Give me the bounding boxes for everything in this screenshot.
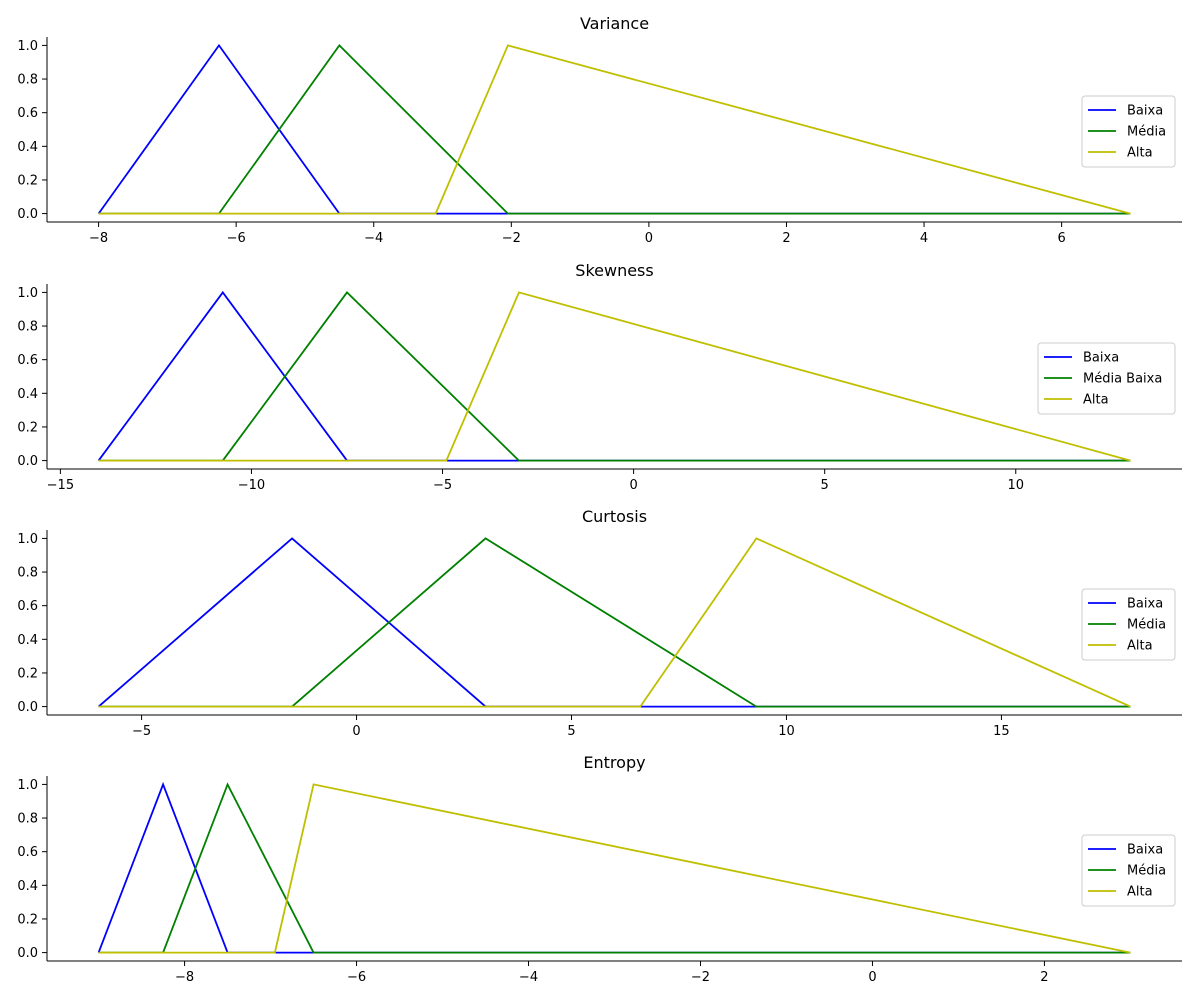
- y-tick-label: 0.0: [17, 700, 38, 715]
- y-tick-label: 0.0: [17, 454, 38, 469]
- y-tick-label: 0.6: [17, 845, 38, 860]
- y-tick-label: 0.2: [17, 420, 38, 435]
- legend-label: Baixa: [1127, 843, 1163, 858]
- y-tick-label: 0.6: [17, 106, 38, 121]
- series-line-baixa: [97, 43, 1131, 215]
- legend-label: Alta: [1127, 885, 1153, 900]
- x-tick-label: −6: [347, 970, 366, 985]
- x-tick-label: −8: [175, 970, 194, 985]
- series-line-alta: [98, 291, 1131, 462]
- legend: Baixa Média Alta: [1081, 588, 1176, 661]
- legend: Baixa Média Baixa Alta: [1037, 342, 1176, 415]
- y-tick-label: 0.0: [17, 207, 38, 222]
- legend-label: Alta: [1127, 639, 1153, 654]
- subplot-skewness: Skewness −15 −10 −5 0 5 10 0.0 0.2 0.4 0.6 0.8 1.0 Ba…: [17, 261, 1182, 493]
- y-tick-label: 0.8: [17, 566, 38, 581]
- legend-label: Baixa: [1083, 351, 1119, 366]
- y-tick-label: 1.0: [17, 286, 38, 301]
- x-tick-label: 4: [920, 231, 928, 246]
- y-tick-label: 0.6: [17, 599, 38, 614]
- legend-frame: [1081, 588, 1176, 661]
- y-tick-label: 0.8: [17, 812, 38, 827]
- y-tick-label: 0.2: [17, 912, 38, 927]
- y-tick-label: 0.2: [17, 666, 38, 681]
- series-line-alta: [98, 537, 1131, 708]
- subplot-entropy: Entropy −8 −6 −4 −2 0 2 0.0 0.2 0.4 0.6 0.8 1.0 Baixa…: [17, 753, 1182, 985]
- chart-title: Variance: [580, 14, 649, 33]
- x-tick-label: 5: [567, 724, 575, 739]
- x-tick-label: −10: [238, 478, 265, 493]
- y-tick-label: 0.4: [17, 387, 38, 402]
- legend-label: Alta: [1127, 146, 1153, 161]
- series-line-média-baixa: [98, 291, 1131, 462]
- x-tick-label: −4: [519, 970, 538, 985]
- legend-label: Média: [1127, 125, 1166, 140]
- chart-title: Curtosis: [582, 507, 647, 526]
- series-line-alta: [98, 783, 1131, 954]
- x-tick-label: 0: [352, 724, 360, 739]
- x-tick-label: 0: [645, 231, 653, 246]
- y-tick-label: 0.8: [17, 320, 38, 335]
- legend: Baixa Média Alta: [1081, 95, 1176, 168]
- y-tick-label: 1.0: [17, 532, 38, 547]
- x-tick-label: 15: [993, 724, 1010, 739]
- y-tick-label: 1.0: [17, 778, 38, 793]
- legend-label: Média: [1127, 864, 1166, 879]
- legend-label: Baixa: [1127, 597, 1163, 612]
- x-tick-label: −2: [502, 231, 521, 246]
- y-tick-label: 0.4: [17, 140, 38, 155]
- subplot-variance: Variance −8 −6 −4 −2 0 2 4 6 0.0 0.2 0.4 0.6 0.8 1.0 Ba…: [17, 14, 1182, 246]
- legend-label: Média: [1127, 618, 1166, 633]
- x-tick-label: −2: [691, 970, 710, 985]
- y-tick-label: 0.4: [17, 633, 38, 648]
- series-line-alta: [98, 44, 1131, 215]
- x-tick-label: 5: [821, 478, 829, 493]
- legend-label: Alta: [1083, 393, 1109, 408]
- x-tick-label: −8: [89, 231, 108, 246]
- y-tick-label: 0.4: [17, 879, 38, 894]
- x-tick-label: −4: [364, 231, 383, 246]
- legend-label: Média Baixa: [1083, 372, 1162, 387]
- x-tick-label: 0: [629, 478, 637, 493]
- chart-title: Skewness: [575, 261, 653, 280]
- x-tick-label: −6: [227, 231, 246, 246]
- y-tick-label: 0.2: [17, 173, 38, 188]
- chart-title: Entropy: [583, 753, 645, 772]
- series-line-média: [98, 44, 1131, 215]
- series-line-média: [98, 782, 1131, 954]
- y-tick-label: 1.0: [17, 39, 38, 54]
- x-tick-label: −15: [47, 478, 74, 493]
- x-tick-label: 0: [868, 970, 876, 985]
- x-tick-label: 2: [782, 231, 790, 246]
- series-line-baixa: [97, 290, 1131, 462]
- y-tick-label: 0.8: [17, 73, 38, 88]
- x-tick-label: 2: [1040, 970, 1048, 985]
- subplot-curtosis: Curtosis −5 0 5 10 15 0.0 0.2 0.4 0.6 0.8 1.0 Baixa M…: [17, 507, 1182, 739]
- legend-frame: [1037, 342, 1176, 415]
- y-tick-label: 0.0: [17, 946, 38, 961]
- series-line-baixa: [97, 781, 1131, 954]
- x-tick-label: 10: [1007, 478, 1024, 493]
- y-tick-label: 0.6: [17, 353, 38, 368]
- legend-label: Baixa: [1127, 104, 1163, 119]
- legend-frame: [1081, 95, 1176, 168]
- x-tick-label: 6: [1057, 231, 1065, 246]
- series-line-média: [98, 537, 1131, 708]
- legend: Baixa Média Alta: [1081, 834, 1176, 907]
- legend-frame: [1081, 834, 1176, 907]
- series-line-baixa: [97, 537, 1131, 708]
- x-tick-label: −5: [433, 478, 452, 493]
- x-tick-label: −5: [132, 724, 151, 739]
- x-tick-label: 10: [778, 724, 795, 739]
